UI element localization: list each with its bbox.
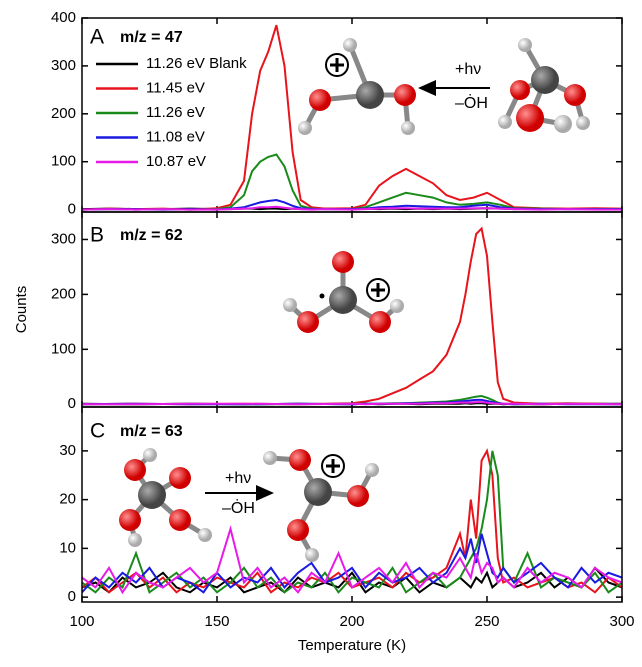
- molecule-methanediol-ion: [298, 38, 416, 135]
- y-tick-label: 200: [51, 285, 76, 302]
- data-line: [82, 525, 622, 595]
- y-tick-label: 10: [59, 539, 76, 556]
- legend-label: 10.87 eV: [146, 153, 206, 170]
- legend-label: 11.45 eV: [146, 79, 205, 96]
- x-tick-label: 150: [204, 613, 229, 630]
- y-tick-label: 0: [68, 588, 76, 605]
- y-tick-label: 20: [59, 491, 76, 508]
- annotation: –ȮH: [222, 497, 255, 517]
- data-line: [82, 205, 622, 211]
- data-line: [82, 226, 622, 406]
- y-tick-label: 30: [59, 442, 76, 459]
- annotation: +hν: [225, 470, 251, 487]
- data-line: [82, 448, 622, 594]
- data-line: [82, 450, 622, 594]
- y-tick-label: 300: [51, 57, 76, 74]
- y-tick-label: 0: [68, 201, 76, 218]
- y-tick-label: 200: [51, 105, 76, 122]
- molecule-orthocarbonic-acid: [119, 448, 212, 547]
- panel-label: m/z = 47: [120, 29, 183, 46]
- x-tick-label: 200: [339, 613, 364, 630]
- molecule-carbonic-acid-ion: [283, 251, 404, 333]
- molecule-carbonic-acid-ion: [263, 449, 379, 562]
- y-tick-label: 400: [51, 9, 76, 26]
- y-axis-label: Counts: [13, 286, 30, 334]
- plot-frame: [81, 406, 623, 603]
- x-tick-label: 300: [609, 613, 634, 630]
- x-axis-label: Temperature (K): [298, 637, 406, 654]
- data-line: [82, 401, 622, 406]
- panel-label: m/z = 62: [120, 227, 183, 244]
- annotation: +hν: [455, 61, 481, 78]
- legend-label: 11.08 eV: [146, 128, 205, 145]
- y-tick-label: 100: [51, 340, 76, 357]
- y-tick-label: 300: [51, 230, 76, 247]
- panel-letter: B: [90, 224, 104, 247]
- annotation: –ȮH: [455, 92, 488, 112]
- molecule-methanetriol: [498, 38, 590, 133]
- panel-label: m/z = 63: [120, 423, 183, 440]
- panel-letter: A: [90, 26, 104, 49]
- x-tick-label: 250: [474, 613, 499, 630]
- data-line: [82, 566, 622, 594]
- y-tick-label: 0: [68, 395, 76, 412]
- legend-label: 11.26 eV Blank: [146, 55, 247, 72]
- panel-letter: C: [90, 420, 105, 443]
- x-tick-label: 100: [69, 613, 94, 630]
- y-tick-label: 100: [51, 153, 76, 170]
- legend-label: 11.26 eV: [146, 104, 205, 121]
